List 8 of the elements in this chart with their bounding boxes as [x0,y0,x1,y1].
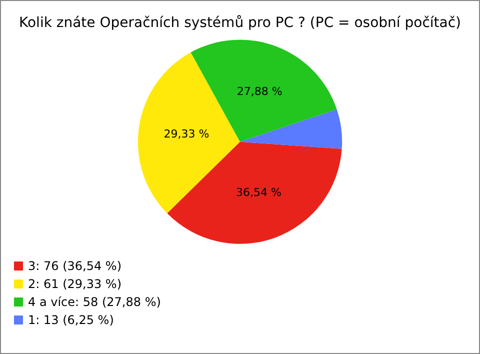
data-label: 29,33 % [164,127,210,140]
chart-title: Kolik znáte Operačních systémů pro PC ? (PC = osobní počítač) [18,15,462,31]
legend-label: 4 a více: 58 (27,88 %) [28,295,161,309]
data-label: 36,54 % [236,186,282,200]
data-label: 27,88 % [236,84,282,98]
legend-label: 1: 13 (6,25 %) [28,313,114,327]
legend-label: 3: 76 (36,54 %) [28,259,122,273]
legend-label: 2: 61 (29,33 %) [28,277,122,291]
